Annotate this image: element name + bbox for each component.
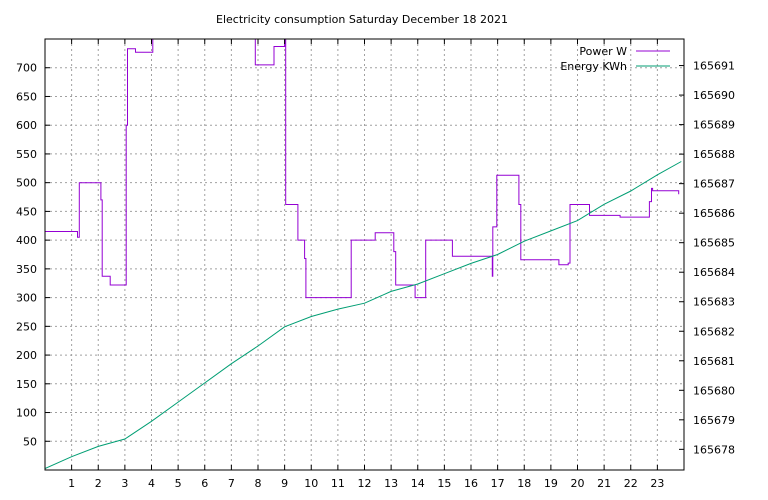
y-tick-label: 650 [16, 90, 37, 103]
x-tick-label: 12 [358, 477, 372, 490]
y2-tick-label: 165685 [693, 237, 735, 250]
y-tick-label: 350 [16, 263, 37, 276]
series-line-energy [45, 161, 682, 469]
y2-tick-label: 165687 [693, 178, 735, 191]
y2-tick-label: 165689 [693, 119, 735, 132]
x-tick-label: 22 [624, 477, 638, 490]
x-tick-label: 7 [228, 477, 235, 490]
x-tick-label: 9 [281, 477, 288, 490]
legend-label: Energy KWh [560, 60, 627, 73]
y-tick-label: 250 [16, 320, 37, 333]
y-tick-label: 600 [16, 119, 37, 132]
y2-tick-label: 165683 [693, 296, 735, 309]
x-tick-label: 19 [544, 477, 558, 490]
chart-title: Electricity consumption Saturday Decembe… [216, 13, 508, 26]
y-tick-label: 450 [16, 205, 37, 218]
x-tick-label: 15 [437, 477, 451, 490]
legend-label: Power W [579, 45, 627, 58]
y-tick-label: 700 [16, 62, 37, 75]
x-tick-label: 17 [491, 477, 505, 490]
x-tick-label: 11 [331, 477, 345, 490]
plot-series [45, 39, 682, 469]
x-tick-label: 10 [304, 477, 318, 490]
y-tick-label: 100 [16, 407, 37, 420]
x-tick-label: 2 [95, 477, 102, 490]
x-tick-label: 14 [411, 477, 425, 490]
y-tick-label: 550 [16, 148, 37, 161]
y-tick-label: 200 [16, 349, 37, 362]
y-tick-label: 150 [16, 378, 37, 391]
x-tick-label: 4 [148, 477, 155, 490]
x-tick-label: 6 [201, 477, 208, 490]
y2-tick-label: 165681 [693, 355, 735, 368]
x-tick-label: 1 [68, 477, 75, 490]
y2-tick-label: 165679 [693, 414, 735, 427]
y-tick-label: 50 [23, 435, 37, 448]
x-tick-label: 3 [121, 477, 128, 490]
y2-tick-label: 165690 [693, 89, 735, 102]
y2-tick-label: 165682 [693, 325, 735, 338]
y2-tick-label: 165680 [693, 384, 735, 397]
y2-tick-label: 165684 [693, 266, 735, 279]
y2-tick-label: 165678 [693, 443, 735, 456]
axes: 1 2 3 4 5 6 7 8 9 10 11 12 13 14 15 16 17 18 19 20 21 22 23501… [16, 39, 735, 490]
x-tick-label: 16 [464, 477, 478, 490]
x-tick-label: 5 [175, 477, 182, 490]
y2-tick-label: 165688 [693, 148, 735, 161]
legend: Power W Energy KWh [560, 45, 670, 73]
x-tick-label: 8 [255, 477, 262, 490]
x-tick-label: 23 [650, 477, 664, 490]
y-tick-label: 300 [16, 292, 37, 305]
y2-tick-label: 165691 [693, 60, 735, 73]
y-tick-label: 400 [16, 234, 37, 247]
series-line-power [45, 39, 680, 299]
x-tick-label: 20 [571, 477, 585, 490]
x-tick-label: 13 [384, 477, 398, 490]
grid [45, 39, 684, 470]
x-tick-label: 21 [597, 477, 611, 490]
y-tick-label: 500 [16, 177, 37, 190]
x-tick-label: 18 [517, 477, 531, 490]
y2-tick-label: 165686 [693, 207, 735, 220]
